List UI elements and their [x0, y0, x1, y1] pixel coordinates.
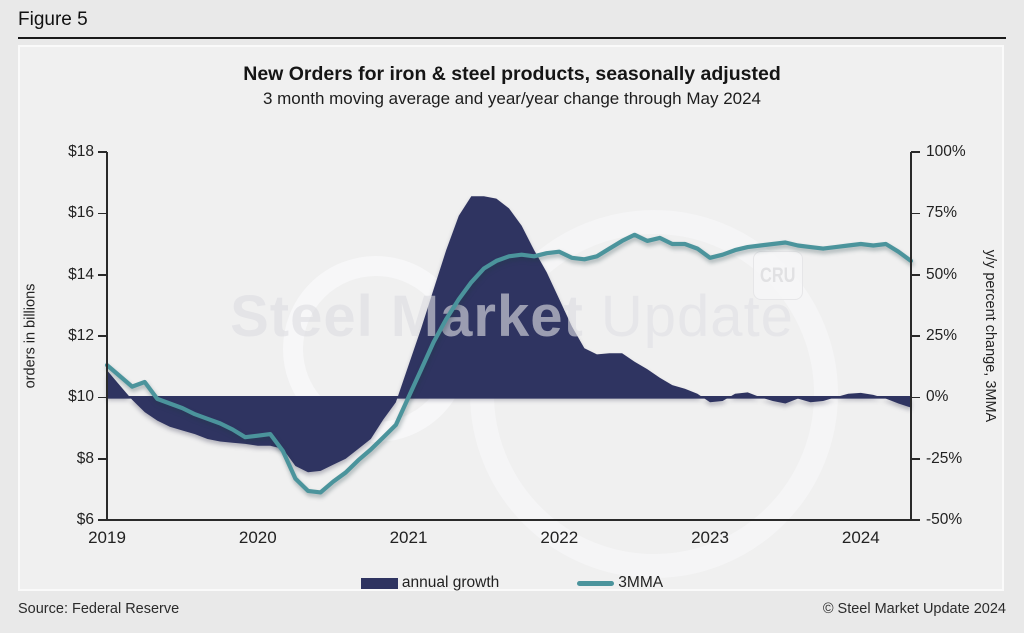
chart-title: New Orders for iron & steel products, se…: [243, 63, 781, 85]
right-tick-mark: [911, 396, 920, 399]
left-tick-mark: [98, 151, 107, 153]
right-tick-mark: [911, 151, 920, 153]
watermark-cru-text: CRU: [760, 263, 796, 287]
left-tick-mark: [98, 457, 107, 460]
annual-growth-area-chart: [107, 196, 911, 473]
figure-label: Figure 5: [18, 9, 88, 30]
right-tick-label: 75%: [926, 204, 958, 222]
chart-subtitle: 3 month moving average and year/year cha…: [262, 89, 762, 108]
right-tick-label: -25%: [926, 449, 963, 467]
right-tick-label: -50%: [926, 511, 963, 528]
x-axis-line: [106, 519, 912, 521]
legend-label-3mma: 3MMA: [618, 574, 664, 591]
legend-label-annual-growth: annual growth: [401, 574, 500, 591]
right-axis-title: y/y percent change, 3MMA: [982, 249, 999, 423]
three-mma-line-chart: [104, 232, 914, 495]
legend-item-annual-growth: annual growth: [360, 574, 500, 592]
watermark-cru-badge: CRU: [753, 251, 803, 300]
x-tick-label: 2020: [238, 528, 277, 547]
right-tick-mark: [911, 273, 920, 276]
left-axis-title: orders in billions: [22, 283, 38, 389]
right-tick-mark: [911, 335, 920, 337]
right-tick-label: 50%: [926, 265, 958, 283]
left-tick-label: $14: [68, 265, 94, 283]
left-tick-mark: [98, 273, 107, 276]
source-note: Source: Federal Reserve: [18, 601, 180, 617]
x-tick-label: 2023: [691, 528, 729, 547]
left-tick-label: $12: [68, 327, 94, 344]
right-tick-label: 100%: [926, 143, 966, 160]
left-tick-mark: [98, 335, 107, 337]
right-tick-label: 25%: [926, 327, 958, 344]
left-tick-mark: [98, 519, 107, 521]
left-tick-label: $10: [68, 388, 94, 406]
x-tick-label: 2024: [841, 528, 880, 547]
left-tick-label: $8: [76, 449, 94, 467]
figure-rule: [18, 37, 1006, 39]
x-tick-label: 2022: [540, 528, 579, 547]
right-tick-mark: [911, 457, 920, 460]
left-tick-mark: [98, 212, 107, 215]
legend-item-3mma: 3MMA: [577, 574, 663, 592]
x-tick-label: 2019: [88, 528, 126, 547]
y-axis-left-line: [106, 152, 108, 521]
copyright-note: © Steel Market Update 2024: [822, 601, 1006, 617]
annual-growth-swatch-icon: [360, 577, 398, 589]
left-tick-label: $18: [68, 143, 94, 160]
legend: annual growth 3MMA: [0, 574, 1024, 592]
right-tick-mark: [911, 519, 920, 521]
left-tick-label: $6: [76, 511, 94, 528]
left-tick-label: $16: [68, 204, 94, 222]
three-mma-swatch-icon: [577, 580, 615, 586]
right-tick-label: 0%: [926, 388, 949, 406]
right-tick-mark: [911, 212, 920, 215]
left-tick-mark: [98, 396, 107, 399]
x-tick-label: 2021: [389, 528, 428, 547]
